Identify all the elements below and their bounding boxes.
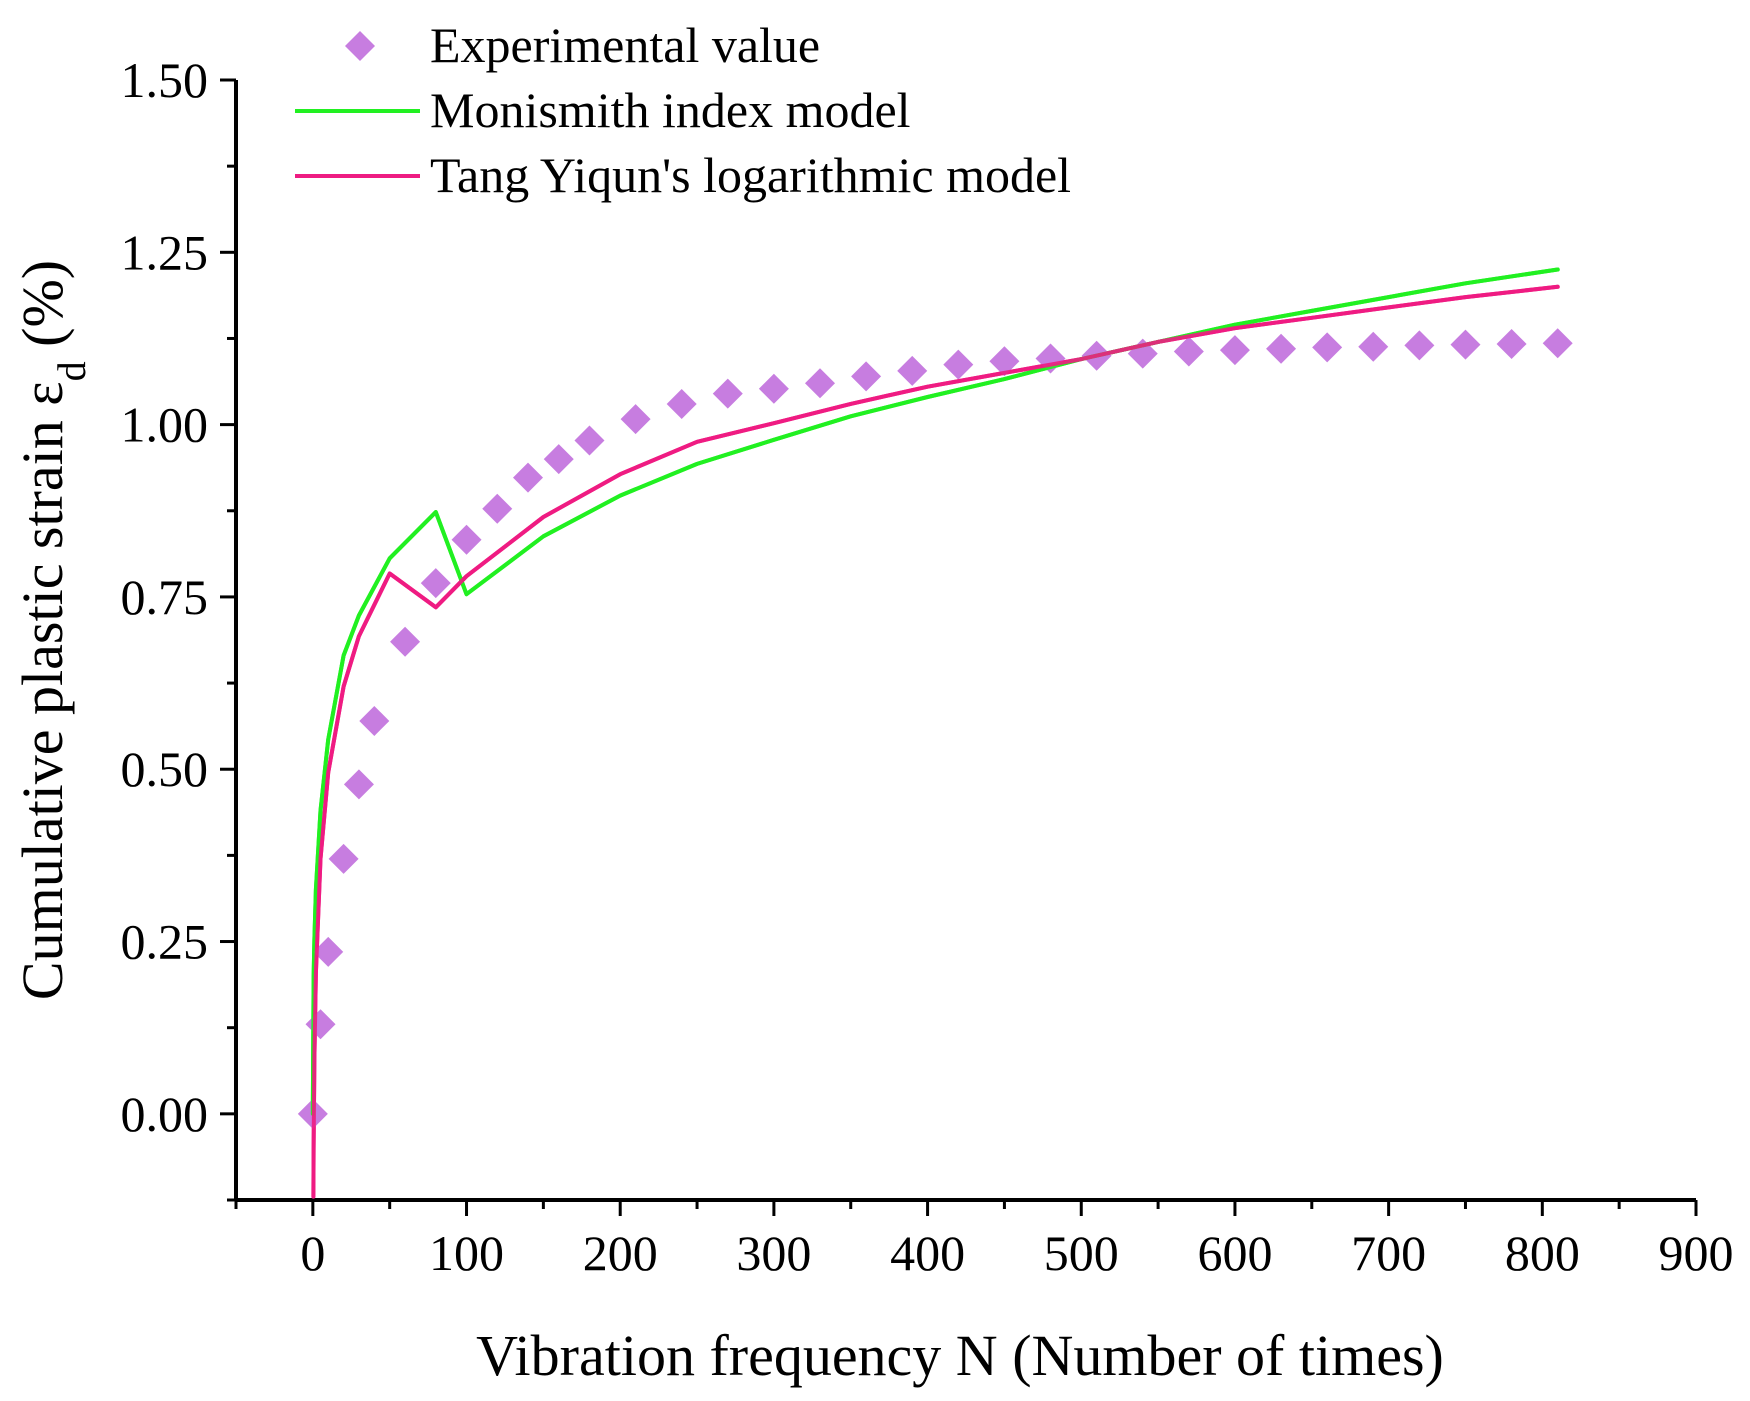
x-tick-label: 300 xyxy=(736,1225,811,1281)
y-tick-label: 0.75 xyxy=(121,569,209,625)
data-point xyxy=(1312,332,1343,363)
y-tick-label: 1.25 xyxy=(121,224,209,280)
x-tick-label: 100 xyxy=(429,1225,504,1281)
series-line-2 xyxy=(311,284,1560,1199)
data-point xyxy=(758,373,789,404)
legend-label: Monismith index model xyxy=(430,82,911,138)
y-tick-label: 1.00 xyxy=(121,397,209,453)
data-point xyxy=(420,568,451,599)
data-point xyxy=(1266,333,1297,364)
data-point xyxy=(359,705,390,736)
data-point xyxy=(1496,328,1527,359)
data-point xyxy=(897,355,928,386)
data-point xyxy=(343,769,374,800)
x-tick-label: 700 xyxy=(1351,1225,1426,1281)
x-axis-title: Vibration frequency N (Number of times) xyxy=(476,1323,1444,1388)
legend-layer: Experimental value Monismith index model T… xyxy=(295,17,1071,203)
x-tick-label: 500 xyxy=(1044,1225,1119,1281)
data-point xyxy=(543,444,574,475)
x-tick-label: 800 xyxy=(1505,1225,1580,1281)
data-point xyxy=(513,462,543,493)
series-line-overlay-2 xyxy=(311,284,1560,1199)
data-point xyxy=(574,425,605,456)
data-point xyxy=(1450,329,1481,360)
legend-marker xyxy=(345,31,375,61)
data-point xyxy=(712,378,743,409)
x-tick-label: 400 xyxy=(890,1225,965,1281)
y-axis-title-suffix: (%) xyxy=(10,260,75,361)
y-tick-label: 0.50 xyxy=(121,741,209,797)
data-point xyxy=(1358,331,1389,362)
y-axis-title-subscript: d xyxy=(49,361,94,381)
y-axis-title: Cumulative plastic strain εd (%) xyxy=(10,260,94,1000)
data-point xyxy=(666,388,697,419)
data-point xyxy=(328,843,359,874)
data-point xyxy=(451,524,482,555)
legend-label: Tang Yiqun's logarithmic model xyxy=(430,147,1071,203)
series-line-overlay-1 xyxy=(310,267,1560,1116)
data-point xyxy=(989,346,1020,377)
y-axis-title-main: Cumulative plastic strain ε xyxy=(10,381,75,1000)
data-point xyxy=(482,493,513,524)
y-tick-label: 0.25 xyxy=(121,914,209,970)
data-point xyxy=(313,936,344,967)
data-point xyxy=(620,404,651,435)
x-tick-label: 200 xyxy=(583,1225,658,1281)
data-point xyxy=(1173,336,1204,367)
data-point xyxy=(305,1009,336,1040)
data-point xyxy=(943,349,974,380)
x-tick-label: 900 xyxy=(1659,1225,1734,1281)
x-tick-label: 0 xyxy=(300,1225,325,1281)
data-point xyxy=(1219,335,1250,366)
data-point xyxy=(1404,330,1435,361)
y-tick-label: 0.00 xyxy=(121,1086,209,1142)
data-point xyxy=(390,626,421,657)
axes-layer: 0 100 200 300 400 500 600 700 800 900 0.00 0.25 0.50… xyxy=(121,52,1734,1281)
x-tick-label: 600 xyxy=(1197,1225,1272,1281)
y-tick-label: 1.50 xyxy=(121,52,209,108)
data-point xyxy=(805,368,835,399)
series-layer xyxy=(297,267,1573,1199)
legend-label: Experimental value xyxy=(430,17,820,73)
data-point xyxy=(1542,328,1573,359)
data-point xyxy=(851,361,882,392)
